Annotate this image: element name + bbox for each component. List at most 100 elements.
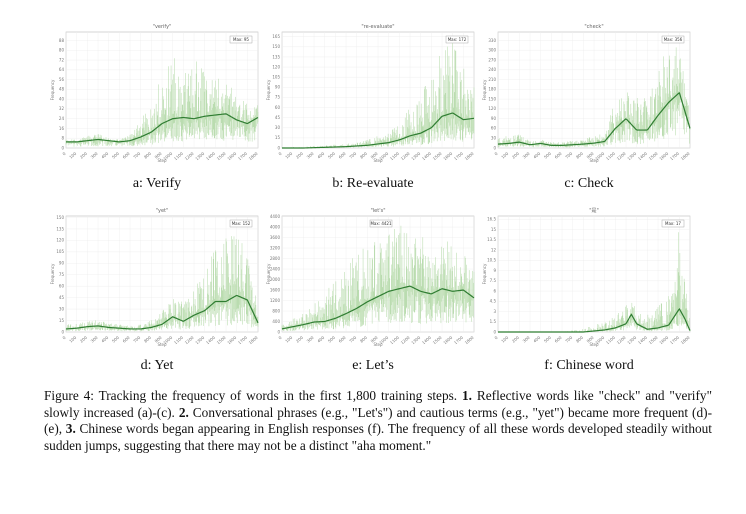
x-tick-label: 1400 [205, 335, 216, 346]
x-tick-label: 1000 [162, 151, 173, 162]
x-tick-label: 800 [359, 151, 368, 160]
y-tick-label: 120 [272, 64, 280, 69]
y-tick-label: 0 [277, 145, 280, 150]
x-tick-label: 1000 [162, 335, 173, 346]
x-axis-label: Step [373, 158, 383, 163]
x-tick-label: 500 [111, 335, 120, 344]
x-tick-label: 1200 [400, 335, 411, 346]
x-tick-label: 600 [338, 151, 347, 160]
x-tick-label: 1600 [226, 335, 237, 346]
x-tick-label: 1300 [410, 335, 421, 346]
x-tick-label: 800 [143, 151, 152, 160]
x-tick-label: 1700 [237, 151, 248, 162]
x-tick-label: 400 [532, 335, 541, 344]
y-tick-label: 10.5 [487, 258, 496, 263]
y-axis-label: Frequency [266, 263, 271, 284]
x-tick-label: 1100 [389, 151, 400, 162]
subfigure-label-a: a: Verify [132, 176, 182, 191]
y-tick-label: 165 [272, 34, 280, 39]
smoothed-series-line [281, 285, 475, 330]
y-tick-label: 4.5 [490, 299, 497, 304]
x-tick-label: 400 [316, 335, 325, 344]
x-axis-label: Step [373, 342, 383, 347]
y-axis-label: Frequency [482, 263, 487, 284]
x-tick-label: 1200 [400, 151, 411, 162]
x-tick-label: 400 [316, 151, 325, 160]
y-tick-label: 0 [277, 329, 280, 334]
x-tick-label: 900 [586, 151, 595, 160]
x-tick-label: 600 [338, 335, 347, 344]
y-tick-label: 1600 [270, 287, 281, 292]
x-tick-label: 500 [543, 151, 552, 160]
x-tick-label: 1500 [432, 335, 443, 346]
y-tick-label: 3600 [270, 235, 281, 240]
caption-bold-3: 3. [65, 421, 76, 436]
x-tick-label: 1700 [669, 335, 680, 346]
x-tick-label: 1200 [184, 335, 195, 346]
x-tick-label: 0 [493, 335, 499, 341]
y-tick-label: 210 [488, 77, 496, 82]
x-tick-label: 800 [143, 335, 152, 344]
y-tick-label: 90 [59, 261, 65, 266]
chart-e: "let's"040080012001600200024002800320036… [266, 208, 475, 347]
x-tick-label: 900 [154, 335, 163, 344]
y-tick-label: 56 [59, 77, 65, 82]
x-tick-label: 1200 [184, 151, 195, 162]
y-tick-label: 0 [493, 329, 496, 334]
y-tick-label: 9 [493, 268, 496, 273]
x-tick-label: 1100 [173, 151, 184, 162]
legend-box [229, 35, 253, 44]
x-tick-label: 1700 [453, 335, 464, 346]
raw-series [65, 236, 259, 332]
x-tick-label: 100 [284, 335, 293, 344]
x-tick-label: 600 [554, 151, 563, 160]
y-tick-label: 15 [491, 227, 497, 232]
panel-f: "是" 0 1.5 3 4.5 6 7.5 9 10.5 12 13.5 15 16.5 0 100 200 3… [480, 204, 702, 352]
y-tick-label: 105 [56, 249, 64, 254]
x-tick-label: 1500 [648, 335, 659, 346]
y-tick-label: 150 [488, 96, 496, 101]
legend-text: Max: 172 [448, 37, 467, 42]
y-tick-label: 75 [59, 272, 65, 277]
caption-bold-1: 1. [462, 388, 472, 403]
y-tick-label: 330 [488, 38, 496, 43]
x-tick-label: 1500 [216, 151, 227, 162]
panel-a: "verify" 0 8 16 24 32 40 48 56 64 72 80 88 0 100 200 300… [48, 20, 270, 168]
y-tick-label: 12 [491, 247, 497, 252]
y-tick-label: 180 [488, 87, 496, 92]
y-tick-label: 80 [59, 48, 65, 53]
x-tick-label: 1000 [378, 335, 389, 346]
x-tick-label: 1800 [680, 335, 691, 346]
y-tick-label: 48 [59, 87, 65, 92]
y-tick-label: 3 [493, 309, 496, 314]
x-tick-label: 0 [277, 151, 283, 157]
y-tick-label: 2000 [270, 277, 281, 282]
y-tick-label: 3200 [270, 245, 281, 250]
x-tick-label: 800 [575, 335, 584, 344]
y-tick-label: 300 [488, 48, 496, 53]
x-tick-label: 1800 [464, 151, 475, 162]
y-tick-label: 2800 [270, 256, 281, 261]
x-tick-label: 1700 [453, 151, 464, 162]
x-tick-label: 700 [564, 151, 573, 160]
legend-box [661, 35, 685, 44]
caption-text-3: Conversational phrases (e.g., "Let's") a… [44, 404, 712, 437]
y-tick-label: 32 [59, 106, 65, 111]
x-tick-label: 1700 [237, 335, 248, 346]
x-tick-label: 0 [493, 151, 499, 157]
x-tick-label: 0 [61, 335, 67, 341]
x-tick-label: 1800 [248, 335, 259, 346]
x-tick-label: 1500 [648, 151, 659, 162]
chart-title: "是" [589, 208, 599, 214]
x-tick-label: 500 [111, 151, 120, 160]
legend-text: Max: 17 [665, 221, 681, 226]
caption-text-2: Reflective words like "check" and "verif… [44, 388, 713, 420]
x-tick-label: 900 [154, 151, 163, 160]
chart-b: "re-evaluate" 0 15 30 45 60 75 90 105 120 135 150 16… [266, 24, 475, 163]
y-tick-label: 30 [275, 125, 281, 130]
x-tick-label: 900 [370, 151, 379, 160]
y-tick-label: 90 [275, 85, 281, 90]
x-tick-label: 600 [122, 335, 131, 344]
x-tick-label: 1000 [594, 335, 605, 346]
